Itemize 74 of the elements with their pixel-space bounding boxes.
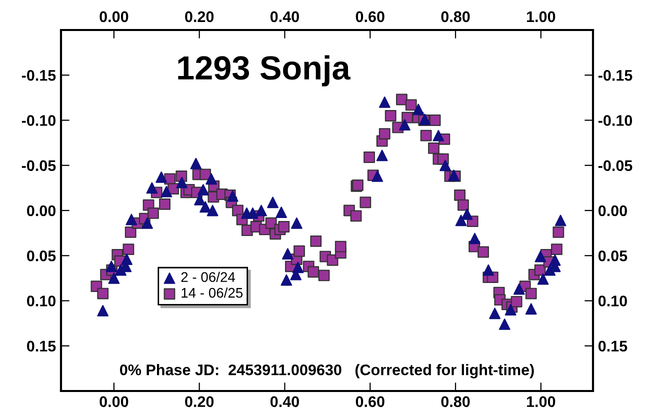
point (537, 273, 549, 285)
legend-label: 2 - 06/24 (181, 272, 236, 282)
point (226, 190, 238, 202)
point (432, 130, 444, 142)
point (372, 170, 384, 182)
point (554, 214, 566, 226)
y-tick-label: -0.15 (22, 70, 56, 81)
y-tick-label: 0.05 (27, 250, 56, 262)
x2-tick-label: 1.00 (527, 11, 556, 22)
point (282, 248, 294, 260)
y-tick-label: 0.15 (27, 340, 56, 352)
y-tick-label: -0.05 (22, 160, 56, 172)
x-tick-label: 0.20 (185, 396, 214, 408)
point (276, 206, 288, 218)
x2-tick-label: 0.60 (356, 11, 384, 22)
x-tick-label: 1.00 (527, 396, 556, 408)
point (200, 201, 212, 213)
y2-tick-label: -0.10 (598, 115, 632, 126)
point (482, 264, 494, 276)
y2-tick-label: 0.15 (598, 340, 628, 352)
point (469, 232, 480, 244)
x-tick-label: 0.40 (270, 396, 299, 408)
point (290, 217, 302, 229)
x2-tick-label: 0.40 (270, 11, 299, 22)
point (108, 272, 120, 284)
point (121, 254, 132, 265)
point (160, 186, 172, 198)
y2-tick-label: -0.05 (598, 160, 632, 172)
point (142, 217, 153, 229)
y2-tick-label: 0.10 (598, 296, 627, 306)
point (549, 254, 561, 266)
point (156, 171, 168, 183)
point (206, 173, 217, 185)
text: 1293 Sonja (178, 55, 350, 86)
point (513, 283, 525, 295)
y2-tick-label: 0.00 (598, 205, 627, 216)
point (461, 208, 473, 220)
point (206, 204, 218, 216)
point (525, 303, 537, 315)
point (412, 104, 424, 116)
point (292, 262, 304, 274)
point (176, 176, 188, 188)
x2-tick-label: 0.80 (441, 11, 470, 22)
point (280, 274, 292, 286)
x2-tick-label: 0.00 (100, 11, 128, 22)
point (126, 214, 138, 226)
y2-tick-label: -0.15 (598, 70, 632, 81)
legend-label: 14 - 06/25 (182, 288, 243, 298)
point (455, 214, 467, 226)
point (489, 308, 500, 320)
y2-tick-label: 0.05 (598, 250, 628, 262)
point (440, 160, 451, 172)
point (97, 304, 109, 316)
point (378, 96, 390, 108)
point (256, 204, 267, 216)
x-tick-label: 0.80 (441, 396, 470, 408)
annotation: 0% Phase JD: 2453911.009630 (Corrected for light-time) (120, 364, 534, 378)
point (106, 260, 118, 272)
point (534, 250, 546, 262)
point (498, 318, 510, 330)
point (190, 158, 202, 170)
x-tick-label: 0.00 (100, 396, 128, 408)
x-tick-label: 0.60 (356, 396, 384, 408)
point (376, 150, 388, 162)
point (267, 196, 278, 208)
y-tick-label: -0.10 (22, 115, 56, 126)
y-tick-label: 0.10 (27, 296, 56, 306)
point (399, 119, 410, 130)
point (146, 182, 158, 194)
x2-tick-label: 0.20 (185, 11, 214, 22)
point (197, 184, 209, 196)
y-tick-label: 0.00 (27, 205, 56, 216)
point (247, 208, 258, 219)
point (504, 304, 516, 316)
